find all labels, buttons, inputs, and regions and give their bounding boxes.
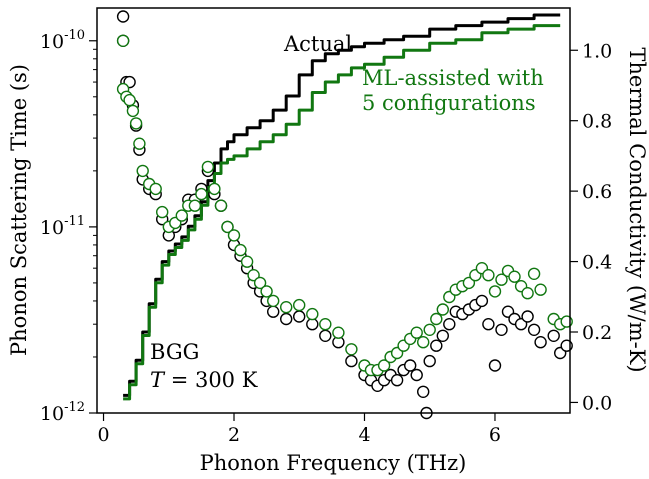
y-left-tick-label-0: 10-12 <box>40 400 85 425</box>
scatter-point-3-61 <box>534 283 547 296</box>
scatter-point-2-63 <box>547 329 560 342</box>
scatter-point-2-62 <box>534 336 547 349</box>
scatter-point-3-55 <box>495 273 508 286</box>
scatter-point-3-42 <box>410 326 423 339</box>
scatter-point-2-31 <box>319 329 332 342</box>
scatter-point-3-18 <box>208 182 221 196</box>
scatter-point-3-13 <box>175 209 189 222</box>
left-axis-title: Phonon Scattering Time (s) <box>7 64 31 356</box>
scatter-point-2-39 <box>390 374 404 387</box>
scatter-point-3-44 <box>423 323 436 336</box>
ml-label-line1: ML-assisted with <box>362 66 544 90</box>
scatter-point-3-25 <box>253 276 267 290</box>
scatter-point-3-46 <box>436 303 449 316</box>
x-tick-label-1: 2 <box>228 424 240 446</box>
scatter-point-3-7 <box>136 164 149 178</box>
y-left-tick-label-2: 10-10 <box>40 28 85 53</box>
scatter-point-3-22 <box>234 243 247 257</box>
temperature-value: = 300 K <box>164 368 258 392</box>
axis-ticks: 0 2 4 6 10-12 10-11 10-10 0.0 0.2 0.4 0.6 0.8 1.0 <box>40 28 612 446</box>
scatter-point-2-42 <box>410 368 423 382</box>
scatter-point-2-56 <box>495 323 508 336</box>
scatter-point-2-29 <box>293 310 306 323</box>
scatter-point-3-20 <box>221 220 234 234</box>
scatter-point-3-16 <box>195 187 208 201</box>
scatter-point-2-53 <box>475 294 489 308</box>
scatter-point-3-10 <box>155 205 169 219</box>
y-right-tick-label-3: 0.6 <box>582 181 612 203</box>
right-axis-title: Thermal Conductivity (W/m-K) <box>625 47 649 372</box>
y-right-tick-label-4: 0.8 <box>582 111 612 133</box>
scatter-point-3-30 <box>306 307 319 321</box>
scatter-point-3-0 <box>116 34 130 47</box>
scatter-point-2-61 <box>527 323 541 336</box>
scatter-point-2-45 <box>423 354 436 368</box>
scatter-point-3-23 <box>240 255 254 268</box>
y-right-tick-label-5: 1.0 <box>582 40 612 62</box>
scatter-point-3-6 <box>133 137 146 150</box>
scatter-point-3-4 <box>126 104 140 118</box>
scatter-point-2-59 <box>514 318 528 331</box>
scatter-point-2-28 <box>280 312 293 326</box>
scatter-point-2-55 <box>488 359 502 372</box>
scatter-point-2-43 <box>417 385 430 398</box>
y-right-tick-label-0: 0.0 <box>582 392 612 414</box>
scatter-point-2-46 <box>430 339 443 352</box>
y-right-tick-label-1: 0.2 <box>582 322 612 344</box>
scatter-point-3-43 <box>417 336 430 349</box>
actual-label: Actual <box>283 32 352 56</box>
y-left-tick-label-1: 10-11 <box>40 214 85 239</box>
scatter-point-2-60 <box>521 310 534 323</box>
scatter-point-3-50 <box>462 276 476 290</box>
scatter-point-3-57 <box>508 270 521 283</box>
series-line-1 <box>123 24 561 401</box>
x-axis-title: Phonon Frequency (THz) <box>200 451 467 475</box>
scatter-point-3-21 <box>227 229 241 242</box>
x-tick-label-3: 6 <box>489 424 501 446</box>
scatter-point-3-24 <box>247 269 260 282</box>
scatter-point-3-59 <box>521 287 534 300</box>
scatter-point-2-33 <box>345 354 358 368</box>
temperature-label: T = 300 K <box>150 368 258 392</box>
scatter-point-3-29 <box>293 298 306 312</box>
scatter-point-3-5 <box>129 117 143 130</box>
scatter-point-3-19 <box>214 199 228 212</box>
scatter-point-2-47 <box>436 329 449 342</box>
scatter-point-3-32 <box>332 326 345 339</box>
scatter-point-2-41 <box>404 359 417 372</box>
scatter-point-2-0 <box>116 10 130 23</box>
scatter-point-2-48 <box>443 318 456 331</box>
temperature-variable: T <box>150 368 166 392</box>
x-tick-label-2: 4 <box>358 424 370 446</box>
scatter-point-3-28 <box>280 301 293 314</box>
scatter-point-3-15 <box>188 199 202 212</box>
scatter-point-3-54 <box>488 285 502 298</box>
y-right-tick-label-2: 0.4 <box>582 252 612 274</box>
scatter-point-3-33 <box>345 343 358 356</box>
material-label: BGG <box>150 340 199 364</box>
scatter-point-2-30 <box>306 318 319 331</box>
scatter-point-2-27 <box>267 305 280 318</box>
scatter-point-3-17 <box>201 160 215 174</box>
ml-label-line2: 5 configurations <box>362 91 536 115</box>
scatter-point-3-3 <box>123 93 136 107</box>
scatter-point-3-27 <box>267 294 280 308</box>
scatter-point-3-45 <box>430 312 443 326</box>
chart-marks <box>116 10 573 420</box>
x-tick-label-0: 0 <box>97 424 109 446</box>
scatter-point-2-54 <box>482 318 495 331</box>
scatter-point-3-37 <box>377 359 391 372</box>
scatter-point-3-26 <box>260 285 273 298</box>
scatter-point-3-31 <box>319 318 332 331</box>
scatter-point-3-9 <box>149 182 162 196</box>
scatter-point-3-60 <box>527 267 541 280</box>
scatter-point-3-53 <box>482 269 495 282</box>
plot-frame <box>96 7 571 414</box>
